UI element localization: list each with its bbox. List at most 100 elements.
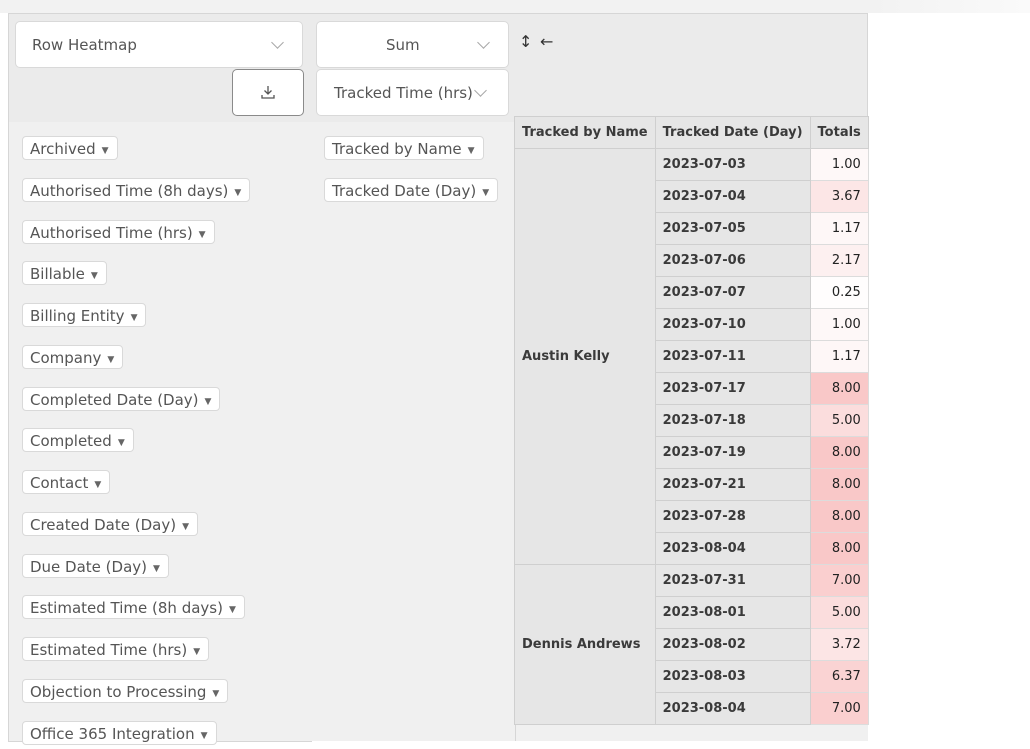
triangle-down-icon[interactable]: ▼: [198, 230, 206, 240]
total-value-cell[interactable]: 3.67: [809, 180, 869, 213]
aggregator-attribute-value: Tracked Time (hrs): [334, 84, 473, 102]
renderer-select[interactable]: Row Heatmap: [15, 21, 303, 68]
table-row: 2023-07-07 0.25: [515, 276, 869, 309]
column-attributes-area[interactable]: ↕ ←: [515, 13, 868, 123]
chevron-down-icon: [271, 36, 284, 49]
attribute-label: Tracked by Name: [332, 140, 462, 158]
row-label-date: 2023-08-04: [654, 532, 811, 565]
row-attributes-area[interactable]: Tracked by Name ▼ Tracked Date (Day) ▼: [310, 122, 516, 741]
table-row: 2023-08-04 7.00: [515, 692, 869, 725]
attribute-pill[interactable]: Created Date (Day) ▼: [22, 512, 198, 536]
triangle-down-icon[interactable]: ▼: [94, 480, 102, 490]
total-value-cell[interactable]: 0.25: [809, 276, 869, 309]
attribute-pill[interactable]: Billing Entity ▼: [22, 303, 147, 327]
total-value-cell[interactable]: 3.72: [809, 628, 869, 661]
total-value-cell[interactable]: 7.00: [809, 692, 869, 725]
attribute-label: Objection to Processing: [30, 683, 207, 701]
col-order-toggle[interactable]: ←: [540, 32, 554, 51]
attribute-label: Estimated Time (8h days): [30, 599, 223, 617]
row-label-date: 2023-07-03: [654, 148, 811, 181]
aggregator-select-value: Sum: [386, 36, 420, 54]
row-label-date: 2023-07-07: [654, 276, 811, 309]
table-header-row: Tracked by Name Tracked Date (Day) Total…: [514, 116, 869, 149]
triangle-down-icon[interactable]: ▼: [90, 271, 98, 281]
download-icon: [261, 86, 275, 99]
table-row: 2023-07-10 1.00: [515, 308, 869, 341]
row-label-date: 2023-07-21: [654, 468, 811, 501]
triangle-down-icon[interactable]: ▼: [482, 188, 490, 198]
header-totals[interactable]: Totals: [809, 116, 869, 149]
header-tracked-by-name[interactable]: Tracked by Name: [514, 116, 656, 149]
triangle-down-icon[interactable]: ▼: [228, 605, 236, 615]
total-value-cell[interactable]: 7.00: [809, 564, 869, 597]
table-row: Austin Kelly 2023-07-03 1.00: [514, 148, 869, 565]
top-strip: [0, 0, 1030, 13]
table-row: 2023-07-18 5.00: [515, 404, 869, 437]
attribute-pill[interactable]: Contact ▼: [22, 470, 111, 494]
total-value-cell[interactable]: 8.00: [809, 436, 869, 469]
row-attribute-pill[interactable]: Tracked by Name ▼: [324, 136, 484, 160]
table-row: 2023-08-04 8.00: [515, 532, 869, 565]
attribute-pill[interactable]: Authorised Time (hrs) ▼: [22, 220, 215, 244]
triangle-down-icon[interactable]: ▼: [107, 355, 115, 365]
row-label-date: 2023-07-19: [654, 436, 811, 469]
triangle-down-icon[interactable]: ▼: [153, 564, 160, 574]
total-value-cell[interactable]: 6.37: [809, 660, 869, 693]
attribute-label: Due Date (Day): [30, 558, 147, 576]
attribute-label: Authorised Time (8h days): [30, 182, 229, 200]
attribute-pill[interactable]: Billable ▼: [22, 261, 107, 285]
attribute-pill[interactable]: Company ▼: [22, 345, 124, 369]
triangle-down-icon[interactable]: ▼: [130, 313, 138, 323]
row-label-date: 2023-07-17: [654, 372, 811, 405]
row-label-date: 2023-07-04: [654, 180, 811, 213]
attribute-pill[interactable]: Archived ▼: [22, 136, 118, 160]
total-value-cell[interactable]: 8.00: [809, 372, 869, 405]
total-value-cell[interactable]: 5.00: [809, 596, 869, 629]
total-value-cell[interactable]: 8.00: [809, 500, 869, 533]
attribute-pill[interactable]: Office 365 Integration ▼: [22, 721, 217, 745]
row-label-name: Austin Kelly: [514, 148, 656, 565]
triangle-down-icon[interactable]: ▼: [117, 438, 125, 448]
renderer-select-value: Row Heatmap: [32, 36, 137, 54]
header-tracked-date[interactable]: Tracked Date (Day): [654, 116, 811, 149]
attribute-label: Estimated Time (hrs): [30, 641, 188, 659]
table-row: 2023-08-02 3.72: [515, 628, 869, 661]
triangle-down-icon[interactable]: ▼: [212, 689, 220, 699]
attribute-pill[interactable]: Authorised Time (8h days) ▼: [22, 178, 251, 202]
attribute-label: Authorised Time (hrs): [30, 224, 193, 242]
triangle-down-icon[interactable]: ▼: [467, 146, 475, 156]
table-row: 2023-08-03 6.37: [515, 660, 869, 693]
triangle-down-icon[interactable]: ▼: [200, 731, 208, 741]
attribute-pill[interactable]: Due Date (Day) ▼: [22, 554, 169, 578]
attribute-pill[interactable]: Completed Date (Day) ▼: [22, 387, 221, 411]
total-value-cell[interactable]: 5.00: [809, 404, 869, 437]
table-row: 2023-07-17 8.00: [515, 372, 869, 405]
attribute-pill[interactable]: Estimated Time (8h days) ▼: [22, 595, 245, 619]
row-label-name: Dennis Andrews: [514, 564, 656, 725]
row-attribute-pill[interactable]: Tracked Date (Day) ▼: [324, 178, 499, 202]
download-button[interactable]: [232, 69, 304, 116]
attribute-pill[interactable]: Objection to Processing ▼: [22, 679, 229, 703]
row-label-date: 2023-07-05: [654, 212, 811, 245]
aggregator-attribute-select[interactable]: Tracked Time (hrs): [316, 69, 509, 116]
total-value-cell[interactable]: 1.17: [809, 212, 869, 245]
aggregator-select[interactable]: Sum: [316, 21, 509, 68]
total-value-cell[interactable]: 1.00: [809, 308, 869, 341]
total-value-cell[interactable]: 8.00: [809, 468, 869, 501]
total-value-cell[interactable]: 8.00: [809, 532, 869, 565]
triangle-down-icon[interactable]: ▼: [234, 188, 242, 198]
total-value-cell[interactable]: 1.00: [809, 148, 869, 181]
row-order-toggle[interactable]: ↕: [519, 32, 533, 51]
attribute-pill[interactable]: Completed ▼: [22, 428, 134, 452]
total-value-cell[interactable]: 1.17: [809, 340, 869, 373]
triangle-down-icon[interactable]: ▼: [182, 522, 189, 532]
table-row: 2023-07-06 2.17: [515, 244, 869, 277]
attribute-pill[interactable]: Estimated Time (hrs) ▼: [22, 637, 210, 661]
table-row: 2023-07-11 1.17: [515, 340, 869, 373]
triangle-down-icon[interactable]: ▼: [204, 397, 212, 407]
chevron-down-icon: [477, 36, 490, 49]
triangle-down-icon[interactable]: ▼: [193, 647, 201, 657]
attribute-label: Tracked Date (Day): [332, 182, 477, 200]
total-value-cell[interactable]: 2.17: [809, 244, 869, 277]
triangle-down-icon[interactable]: ▼: [101, 146, 109, 156]
